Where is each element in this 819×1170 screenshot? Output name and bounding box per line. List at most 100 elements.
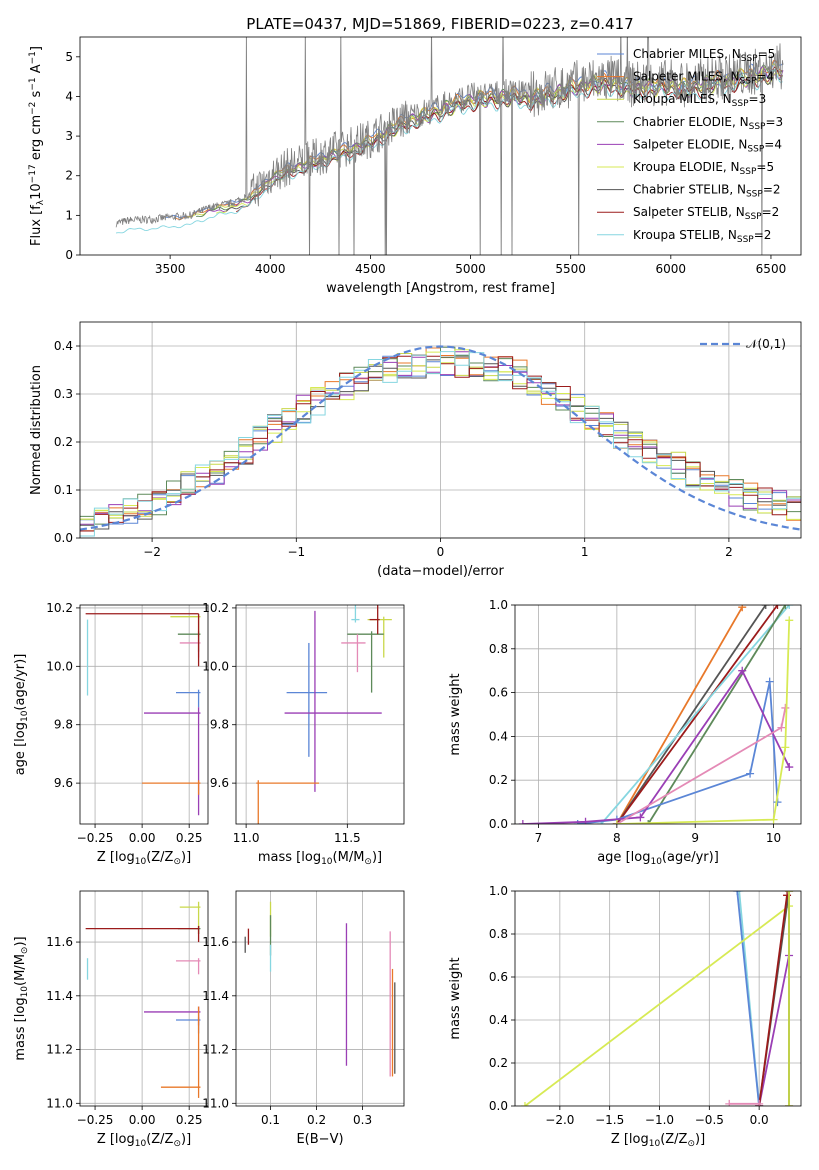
- x-tick-label: −2: [143, 545, 161, 559]
- weight-marker: [644, 820, 653, 824]
- y-tick-label: 0.2: [489, 773, 508, 787]
- weight-marker: [581, 817, 590, 824]
- y-tick-label: 0.0: [489, 817, 508, 831]
- normal-curve: [80, 345, 801, 531]
- x-tick-label: 10: [766, 831, 781, 845]
- weight-marker: [725, 1099, 734, 1106]
- y-tick-label: 0: [65, 248, 73, 262]
- y-tick-label: 0.8: [489, 642, 508, 656]
- y-tick-label: 10.0: [202, 659, 229, 673]
- plot-area: [236, 891, 404, 1106]
- weight-marker: [733, 891, 742, 895]
- x-axis-label: mass [log10​(M/M⊙​)]: [258, 850, 382, 867]
- y-tick-label: 3: [65, 129, 73, 143]
- weight-line: [524, 905, 790, 1106]
- x-tick-label: −0.25: [77, 831, 114, 845]
- weight-marker: [636, 813, 645, 822]
- x-tick-label: 1: [581, 545, 589, 559]
- legend-label: Chabrier MILES, NSSP​=5: [633, 47, 775, 64]
- y-tick-label: 0.2: [489, 1056, 508, 1070]
- plot-area: [115, 37, 784, 255]
- x-axis-label: (data−model)/error: [377, 564, 504, 579]
- x-axis-label: age [log10​(age/yr)]: [597, 850, 719, 867]
- x-tick-label: 11.5: [334, 831, 361, 845]
- weight-line: [758, 895, 788, 1106]
- axes-frame: [235, 890, 405, 1107]
- y-tick-label: 4: [65, 89, 73, 103]
- x-tick-label: 0.25: [176, 1113, 203, 1127]
- x-tick-label: 3500: [155, 262, 186, 276]
- weight-line: [736, 891, 760, 1106]
- x-tick-label: 11.0: [233, 831, 260, 845]
- x-tick-label: 8: [613, 831, 621, 845]
- model-line: [116, 69, 783, 234]
- weight-marker: [785, 616, 794, 625]
- weight-marker: [746, 769, 755, 778]
- histogram-step: [80, 351, 801, 537]
- legend-label: Kroupa MILES, NSSP​=3: [633, 92, 766, 109]
- weight-marker: [735, 891, 744, 895]
- y-tick-label: 0.0: [489, 1099, 508, 1113]
- x-tick-label: 0: [437, 545, 445, 559]
- x-tick-label: 0.1: [261, 1113, 280, 1127]
- weight-marker: [781, 703, 790, 712]
- x-tick-label: 0.0: [750, 1113, 769, 1127]
- y-tick-label: 10.2: [202, 601, 229, 615]
- y-tick-label: 0.0: [54, 531, 73, 545]
- legend-label: Chabrier ELODIE, NSSP​=3: [633, 115, 783, 132]
- x-tick-label: 4000: [255, 262, 286, 276]
- y-tick-label: 5: [65, 50, 73, 64]
- y-tick-label: 9.8: [54, 718, 73, 732]
- weight-marker: [781, 743, 790, 752]
- y-tick-label: 0.1: [54, 483, 73, 497]
- x-tick-label: −2.0: [545, 1113, 574, 1127]
- x-tick-label: −1.0: [645, 1113, 674, 1127]
- panel-mass-vs-Z: −0.25 0.00 0.25 11.0 11.2 11.4 11.6 Z [log10​(Z…: [13, 890, 209, 1149]
- y-tick-label: 11.2: [46, 1043, 73, 1057]
- axes-frame: [79, 36, 802, 256]
- x-axis-label: E(B−V): [296, 1132, 343, 1147]
- y-tick-label: 0.8: [489, 927, 508, 941]
- legend-label: Salpeter MILES, NSSP​=4: [633, 70, 774, 87]
- panel-mass-weight-vs-Z: −2.0 −1.5 −1.0 −0.5 0.0 0.0 0.2 0.4 0.6 0.8 1.0 Z […: [448, 884, 802, 1149]
- y-tick-label: 0.4: [489, 1013, 508, 1027]
- weight-marker: [777, 723, 786, 732]
- weight-line: [616, 620, 791, 824]
- y-tick-label: 9.6: [54, 776, 73, 790]
- y-tick-label: 10.0: [46, 659, 73, 673]
- plot-area: [80, 891, 208, 1106]
- y-axis-label: Normed distribution: [29, 365, 44, 495]
- y-tick-label: 11.0: [46, 1096, 73, 1110]
- y-tick-label: 1.0: [489, 598, 508, 612]
- weight-marker: [761, 605, 770, 609]
- x-tick-label: 4500: [355, 262, 386, 276]
- weight-marker: [785, 891, 794, 895]
- axes-frame: [79, 890, 209, 1107]
- y-tick-label: 0.4: [54, 339, 73, 353]
- axes-frame: [79, 604, 209, 825]
- plot-area: [80, 322, 801, 538]
- weight-marker: [518, 820, 527, 824]
- y-tick-label: 11.6: [202, 935, 229, 949]
- weight-marker: [781, 605, 790, 609]
- legend-label: Kroupa STELIB, NSSP​=2: [633, 228, 771, 245]
- y-tick-label: 0.2: [54, 435, 73, 449]
- weight-line: [647, 605, 787, 824]
- x-axis-label: Z [log10​(Z/Z⊙​)]: [97, 850, 191, 867]
- y-tick-label: 0.3: [54, 387, 73, 401]
- weight-line: [758, 955, 790, 1106]
- axes-frame: [514, 890, 802, 1107]
- x-tick-label: 5000: [455, 262, 486, 276]
- y-axis-label: age [log10​(age/yr)]: [13, 654, 30, 776]
- x-axis-label: Z [log10​(Z/Z⊙​)]: [611, 1132, 705, 1149]
- weight-line: [616, 605, 779, 824]
- legend-label: Kroupa ELODIE, NSSP​=5: [633, 160, 774, 177]
- panel-age-vs-Z: −0.25 0.00 0.25 9.6 9.8 10.0 10.2 Z [log10​(Z/Z…: [13, 601, 209, 867]
- y-tick-label: 2: [65, 169, 73, 183]
- weight-marker: [755, 1099, 764, 1106]
- x-tick-label: 0.00: [129, 831, 156, 845]
- x-tick-label: 0.25: [176, 831, 203, 845]
- weight-line: [616, 605, 767, 824]
- x-tick-label: 5500: [555, 262, 586, 276]
